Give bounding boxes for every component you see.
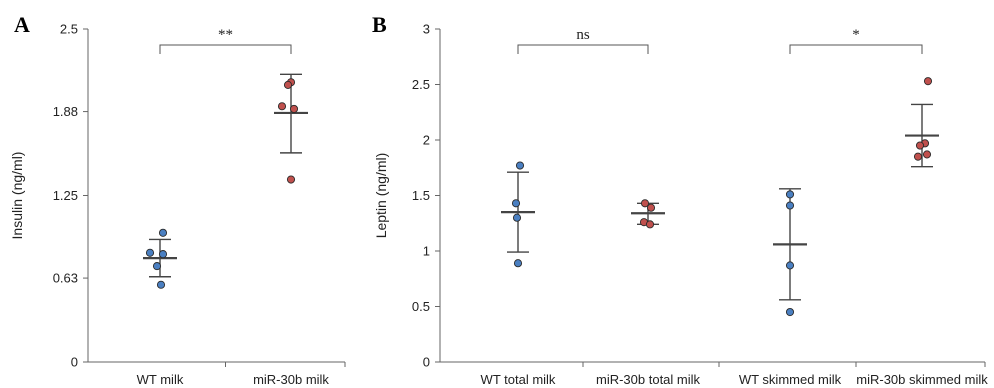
data-point [515, 161, 525, 170]
data-point [785, 190, 795, 199]
data-point [289, 104, 299, 113]
y-tick-label: 3 [423, 22, 430, 37]
significance-bracket [789, 44, 923, 54]
data-point [286, 175, 296, 184]
y-tick-label: 0 [423, 355, 430, 370]
y-tick-label: 1.25 [53, 188, 78, 203]
y-tick-label: 2.5 [412, 77, 430, 92]
category-label: WT milk [137, 372, 184, 387]
data-point [158, 228, 168, 237]
group-mir-30b-milk [274, 73, 308, 184]
y-axis-title: Leptin (ng/ml) [373, 153, 389, 239]
data-point [646, 203, 656, 212]
category-label: WT skimmed milk [739, 372, 842, 387]
group-wt-skimmed-milk [773, 188, 807, 317]
y-tick-label: 0 [71, 355, 78, 370]
y-tick-label: 0.63 [53, 271, 78, 286]
significance-bracket [159, 44, 292, 54]
group-mir-30b-skimmed-milk [905, 77, 939, 168]
y-tick-label: 2 [423, 133, 430, 148]
group-mir-30b-total-milk [631, 199, 665, 229]
data-point [640, 199, 650, 208]
data-point [785, 201, 795, 210]
y-tick-label: 1.5 [412, 188, 430, 203]
significance-label: ns [576, 27, 590, 43]
data-point [645, 220, 655, 229]
significance-label: * [852, 27, 860, 43]
data-point [913, 152, 923, 161]
data-point [156, 280, 166, 289]
category-label: miR-30b skimmed milk [856, 372, 988, 387]
category-label: miR-30b milk [253, 372, 329, 387]
group-wt-milk [143, 228, 177, 289]
data-point [511, 199, 521, 208]
data-point [512, 213, 522, 222]
y-tick-label: 1.88 [53, 104, 78, 119]
data-point [158, 250, 168, 259]
significance-label: ** [218, 27, 233, 43]
panel-b-leptin: B Leptin (ng/ml) 0 0.5 1 1.5 2 2.5 3 WT total mil… [372, 12, 988, 387]
data-point [785, 307, 795, 317]
y-tick-label: 2.5 [60, 22, 78, 37]
category-label: WT total milk [481, 372, 556, 387]
data-point [283, 80, 293, 89]
y-tick-label: 1 [423, 244, 430, 259]
data-point [277, 102, 287, 111]
data-point [152, 262, 162, 271]
panel-letter: B [372, 12, 387, 37]
panel-letter: A [14, 12, 30, 37]
data-point [785, 261, 795, 270]
data-point [922, 150, 932, 159]
data-point [915, 141, 925, 150]
data-point [513, 259, 523, 268]
y-tick-label: 0.5 [412, 299, 430, 314]
panel-a-insulin: A Insulin (ng/ml) 0 0.63 1.25 1.88 2.5 WT milk m… [9, 12, 346, 387]
data-point [145, 248, 155, 257]
group-wt-total-milk [501, 161, 535, 268]
significance-bracket [517, 44, 649, 54]
category-label: miR-30b total milk [596, 372, 701, 387]
y-axis-title: Insulin (ng/ml) [9, 152, 25, 240]
data-point [923, 77, 933, 86]
